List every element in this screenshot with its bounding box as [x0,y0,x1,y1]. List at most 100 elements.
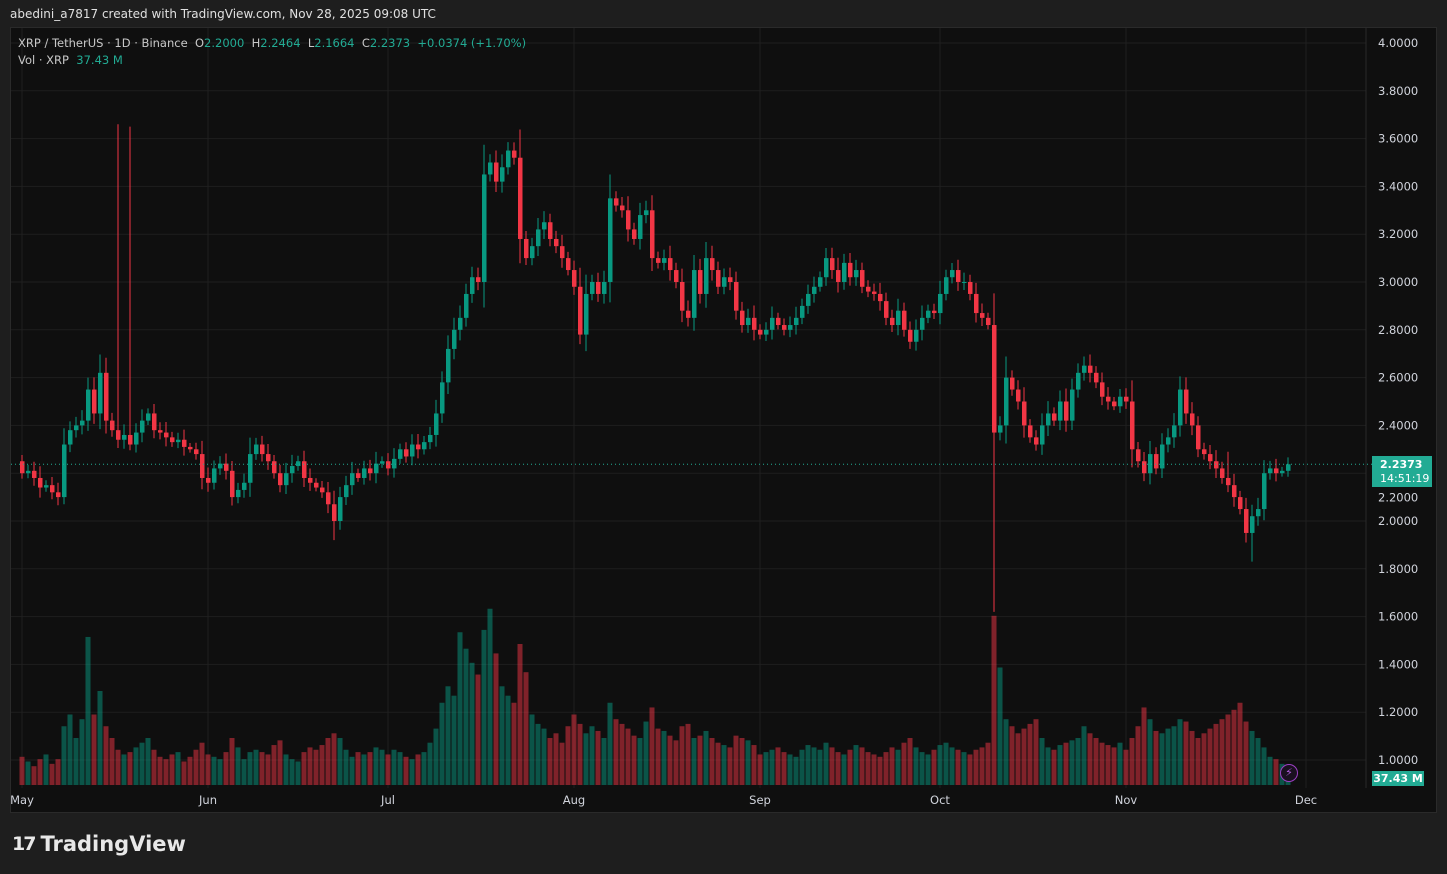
time-axis-tick: Aug [563,793,585,807]
candle-down [1142,461,1147,474]
volume-bar [1165,728,1171,785]
candle-up [68,430,73,445]
volume-bar [589,726,595,785]
candle-up [452,329,457,349]
tradingview-brand: TradingView [40,832,186,856]
volume-bar [229,738,235,785]
volume-bar [283,754,289,785]
chart-panel[interactable] [10,27,1437,813]
candle-up [62,444,67,498]
volume-bar [1075,738,1081,785]
candle-up [44,485,49,488]
volume-bar [643,721,649,785]
candle-down [1064,401,1069,421]
volume-bar [583,733,589,785]
volume-bar [235,747,241,785]
volume-bar [349,756,355,785]
candle-up [1076,372,1081,390]
candle-down [368,468,373,474]
candle-down [974,293,979,314]
volume-bar [37,759,43,785]
candle-down [206,477,211,483]
candle-down [512,150,517,158]
symbol-label[interactable]: XRP / TetherUS · 1D · Binance [18,36,188,50]
volume-bar [325,738,331,785]
candle-up [254,444,259,455]
candle-down [1094,372,1099,383]
volume-bar [1183,721,1189,785]
candle-up [488,162,493,175]
volume-label[interactable]: Vol · XRP [18,53,69,67]
candle-up [440,382,445,414]
volume-bar [679,726,685,785]
candle-down [416,444,421,450]
volume-bar [745,740,751,785]
candle-up [644,210,649,216]
volume-bar [937,745,943,785]
volume-bar [499,686,505,785]
price-axis-tick: 3.8000 [1378,84,1418,98]
change-value: +0.0374 (+1.70%) [417,36,527,50]
volume-bar [1123,749,1129,785]
candle-up [422,442,427,450]
volume-bar [169,754,175,785]
candle-up [1166,437,1171,445]
candle-up [590,282,595,294]
volume-bar [289,759,295,785]
candle-up [536,229,541,247]
time-axis-tick: May [10,793,34,807]
volume-bar [133,747,139,785]
candle-down [734,282,739,311]
volume-bar [1201,733,1207,785]
volume-bar [1273,759,1279,785]
volume-legend-row: Vol · XRP 37.43 M [18,52,526,69]
candle-up [638,215,643,239]
volume-bar [181,761,187,785]
candle-down [716,270,721,287]
volume-bar [1225,714,1231,785]
candle-up [392,458,397,469]
candle-up [962,282,967,283]
candle-up [26,470,31,474]
candle-up [608,198,613,282]
time-axis-tick: Jul [380,793,395,807]
volume-bar [1117,742,1123,785]
volume-bar [1267,756,1273,785]
candle-up [842,262,847,282]
candle-up [1082,365,1087,373]
volume-bar [355,752,361,785]
volume-bar [961,752,967,785]
volume-bar [127,752,133,785]
price-legend-row: XRP / TetherUS · 1D · Binance O2.2000 H2… [18,35,526,52]
candle-down [632,229,637,239]
candle-down [1010,377,1015,390]
candle-down [710,258,715,271]
volume-bar [247,752,253,785]
candle-down [326,492,331,505]
candle-down [1154,454,1159,469]
candle-up [1286,464,1291,471]
candle-up [1118,396,1123,407]
price-axis-tick: 3.2000 [1378,227,1418,241]
volume-bar [1243,721,1249,785]
time-axis-tick: Nov [1115,793,1138,807]
volume-bar [511,702,517,785]
lightning-icon[interactable]: ⚡ [1280,764,1298,782]
candle-down [566,258,571,271]
price-axis-tick: 1.6000 [1378,610,1418,624]
candle-down [596,282,601,294]
volume-bar [379,749,385,785]
volume-bar [559,742,565,785]
candle-up [938,293,943,314]
volume-bar [457,632,463,785]
candle-down [116,430,121,440]
candle-down [404,449,409,457]
volume-bar [73,738,79,785]
volume-bar [1213,723,1219,785]
candle-up [926,310,931,318]
tradingview-logo[interactable]: 17 TradingView [12,832,186,856]
volume-bar [877,756,883,785]
candle-up [770,317,775,330]
bar-countdown: 14:51:19 [1380,472,1430,486]
